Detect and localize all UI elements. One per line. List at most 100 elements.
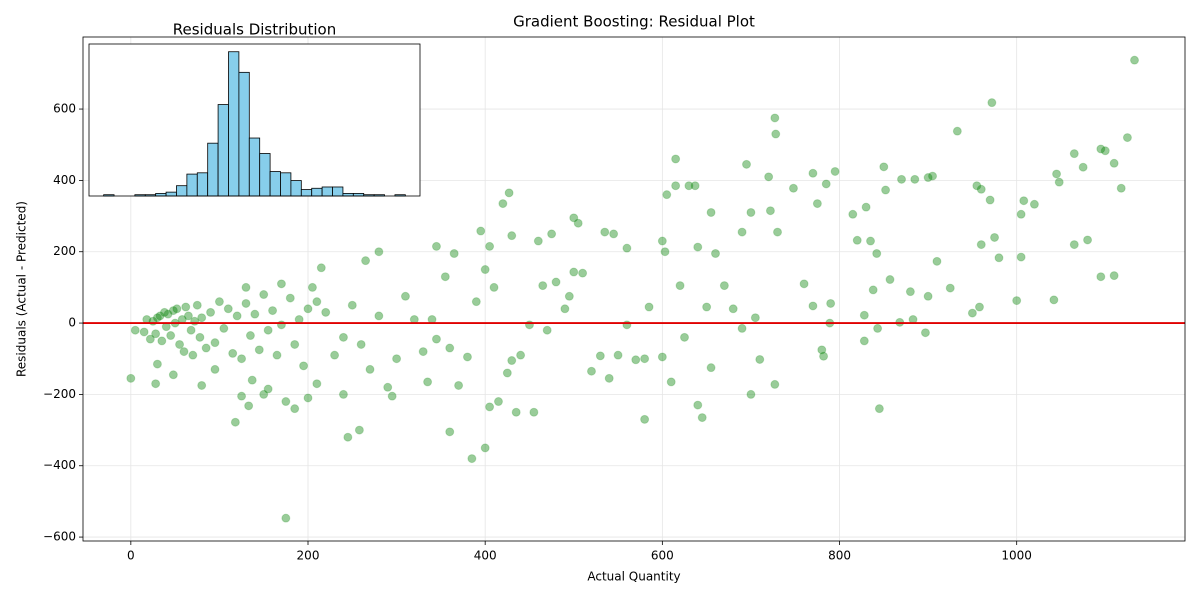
point	[697, 413, 707, 423]
point	[788, 183, 798, 193]
histogram-bar	[248, 137, 261, 197]
point	[1069, 240, 1079, 250]
point	[214, 297, 224, 307]
point	[454, 380, 464, 390]
point	[848, 209, 858, 219]
point	[538, 281, 548, 291]
point	[1016, 252, 1026, 262]
chart-title: Gradient Boosting: Residual Plot	[513, 13, 755, 31]
point	[542, 325, 552, 335]
point	[746, 207, 756, 217]
point	[175, 339, 185, 349]
point	[197, 313, 207, 323]
point	[307, 282, 317, 292]
point	[524, 320, 534, 330]
point	[312, 379, 322, 389]
x-tick-label: 200	[297, 549, 320, 563]
point	[445, 427, 455, 437]
point	[666, 377, 676, 387]
point	[186, 325, 196, 335]
point	[507, 231, 517, 241]
y-axis-label: Residuals (Actual - Predicted)	[15, 201, 29, 377]
point	[312, 297, 322, 307]
histogram-bar	[269, 171, 281, 197]
point	[881, 185, 891, 195]
point	[764, 172, 774, 182]
point	[197, 380, 207, 390]
point	[985, 195, 995, 205]
point	[1096, 272, 1106, 282]
point	[967, 308, 977, 318]
point	[151, 379, 161, 389]
point	[569, 267, 579, 277]
point	[219, 323, 229, 333]
point	[609, 229, 619, 239]
point	[259, 290, 269, 300]
point	[976, 240, 986, 250]
point	[631, 355, 641, 365]
point	[152, 313, 162, 323]
point	[151, 329, 161, 339]
point	[671, 181, 681, 191]
point	[690, 181, 700, 191]
point	[928, 171, 938, 181]
histogram-bar	[238, 71, 250, 197]
point	[746, 389, 756, 399]
point	[972, 181, 982, 191]
point	[504, 188, 514, 198]
point	[710, 249, 720, 259]
point	[600, 227, 610, 237]
point	[564, 291, 574, 301]
point	[471, 297, 481, 307]
point	[861, 202, 871, 212]
point	[586, 366, 596, 376]
point	[859, 310, 869, 320]
point	[467, 454, 477, 464]
point	[290, 404, 300, 414]
point	[859, 336, 869, 346]
point	[168, 306, 178, 316]
point	[773, 227, 783, 237]
point	[706, 363, 716, 373]
point	[897, 174, 907, 184]
point	[573, 218, 583, 228]
point	[657, 352, 667, 362]
point	[232, 311, 242, 321]
point	[347, 300, 357, 310]
point	[356, 339, 366, 349]
point	[237, 391, 247, 401]
point	[272, 350, 282, 360]
point	[952, 126, 962, 136]
point	[750, 313, 760, 323]
inset-frame	[88, 43, 421, 197]
point	[387, 391, 397, 401]
point	[183, 311, 193, 321]
inset-title: Residuals Distribution	[173, 21, 336, 39]
point	[551, 277, 561, 287]
histogram-bar	[217, 104, 229, 197]
point	[316, 263, 326, 273]
point	[737, 227, 747, 237]
point	[826, 298, 836, 308]
point	[1016, 209, 1026, 219]
point	[1069, 149, 1079, 159]
point	[498, 199, 508, 209]
point	[157, 336, 167, 346]
point	[1116, 183, 1126, 193]
point	[244, 401, 254, 411]
point	[321, 307, 331, 317]
point	[994, 253, 1004, 263]
point	[945, 283, 955, 293]
point	[502, 368, 512, 378]
point	[241, 282, 251, 292]
y-tick-label: −200	[43, 387, 76, 401]
point	[693, 400, 703, 410]
point	[852, 235, 862, 245]
point	[195, 332, 205, 342]
point	[511, 407, 521, 417]
point	[1078, 162, 1088, 172]
point	[163, 309, 173, 319]
point	[866, 236, 876, 246]
point	[152, 359, 162, 369]
point	[343, 432, 353, 442]
